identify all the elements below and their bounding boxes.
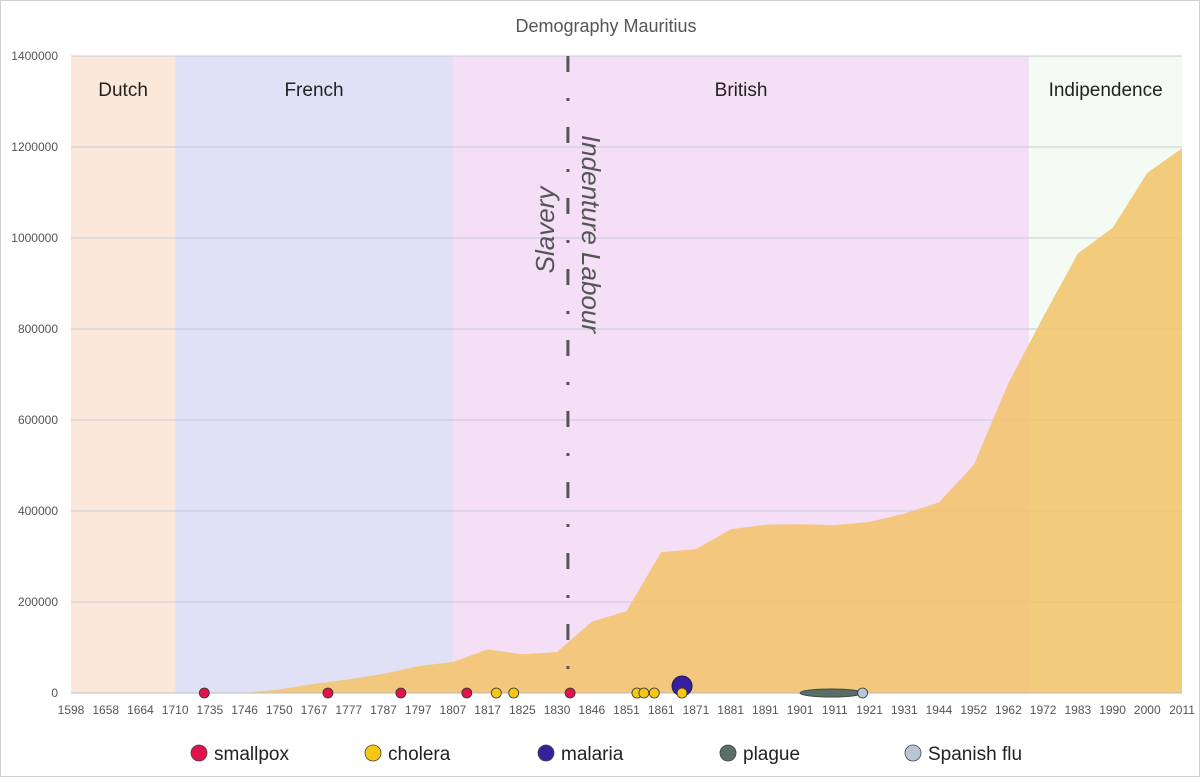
y-tick-label: 1200000: [11, 140, 58, 154]
x-tick-label: 1881: [717, 703, 744, 717]
epidemic-smallpox: [395, 687, 407, 699]
legend-spanish-flu-label: Spanish flu: [928, 744, 1022, 765]
x-tick-label: 2011: [1169, 703, 1195, 717]
x-tick-label: 1972: [1030, 703, 1057, 717]
x-tick-label: 1767: [301, 703, 328, 717]
population-area-shape: [71, 148, 1182, 694]
x-tick-label: 1807: [440, 703, 467, 717]
x-tick-label: 1962: [995, 703, 1022, 717]
x-tick-label: 1787: [370, 703, 397, 717]
epidemic-spanish-flu: [857, 687, 868, 699]
x-tick-label: 1891: [752, 703, 779, 717]
y-tick-label: 200000: [18, 595, 58, 609]
epidemic-cholera: [648, 687, 660, 699]
epidemic-markers: [198, 675, 868, 699]
era-band-french: [175, 56, 453, 693]
x-tick-label: 1797: [405, 703, 432, 717]
epidemic-cholera: [676, 687, 688, 699]
x-tick-label: 1921: [856, 703, 883, 717]
x-tick-label: 1817: [474, 703, 501, 717]
y-tick-label: 1000000: [11, 231, 58, 245]
x-tick-label: 1750: [266, 703, 293, 717]
x-tick-label: 1825: [509, 703, 536, 717]
x-tick-label: 1861: [648, 703, 675, 717]
era-band-dutch: [71, 56, 176, 693]
era-label-indipendence: Indipendence: [1049, 80, 1163, 101]
epidemic-smallpox: [322, 687, 334, 699]
epidemic-cholera: [490, 687, 502, 699]
legend-malaria-marker: [537, 744, 555, 762]
x-tick-label: 1746: [231, 703, 258, 717]
epidemic-smallpox: [461, 687, 473, 699]
x-tick-label: 1851: [613, 703, 640, 717]
epidemic-plague: [799, 688, 864, 698]
x-tick-label: 1830: [544, 703, 571, 717]
legend-plague-label: plague: [743, 744, 800, 765]
y-tick-label: 0: [51, 686, 58, 700]
legend: smallpox cholera malaria plague Spanish flu: [190, 744, 1022, 765]
x-tick-label: 1777: [335, 703, 362, 717]
era-label-french: French: [284, 80, 343, 101]
x-tick-label: 1664: [127, 703, 154, 717]
era-label-dutch: Dutch: [98, 80, 148, 101]
x-tick-label: 1710: [162, 703, 189, 717]
x-tick-label: 1871: [683, 703, 710, 717]
legend-smallpox-label: smallpox: [214, 744, 289, 765]
x-tick-label: 1901: [787, 703, 814, 717]
x-tick-label: 1911: [822, 703, 848, 717]
x-tick-label: 1990: [1099, 703, 1126, 717]
legend-plague-marker: [719, 744, 737, 762]
x-tick-label: 1931: [891, 703, 918, 717]
x-axis: 1598 1658 1664 1710 1735 1746 1750 1767 1777 1787…: [58, 703, 1196, 717]
x-tick-label: 1944: [926, 703, 953, 717]
y-tick-label: 800000: [18, 322, 58, 336]
x-tick-label: 1658: [92, 703, 119, 717]
x-tick-label: 1952: [960, 703, 987, 717]
divider-right-label: Indenture Labour: [576, 135, 606, 334]
population-area: [71, 148, 1182, 694]
y-tick-label: 1400000: [11, 49, 58, 63]
y-axis: 0 200000 400000 600000 800000 1000000 1200000 1…: [11, 49, 58, 700]
era-label-british: British: [715, 80, 768, 101]
legend-cholera-marker: [364, 744, 382, 762]
legend-cholera-label: cholera: [388, 744, 451, 765]
legend-spanish-flu-marker: [904, 744, 922, 762]
epidemic-smallpox: [198, 687, 210, 699]
x-tick-label: 1598: [58, 703, 85, 717]
epidemic-cholera: [638, 687, 650, 699]
epidemic-cholera: [508, 687, 520, 699]
x-tick-label: 1983: [1064, 703, 1091, 717]
legend-malaria-label: malaria: [561, 744, 624, 765]
epidemic-smallpox: [564, 687, 576, 699]
slavery-indenture-divider: Slavery Indenture Labour: [530, 56, 606, 683]
x-tick-label: 1846: [578, 703, 605, 717]
x-tick-label: 2000: [1134, 703, 1161, 717]
y-tick-label: 400000: [18, 504, 58, 518]
legend-smallpox-marker: [190, 744, 208, 762]
chart-title: Demography Mauritius: [515, 16, 696, 36]
y-tick-label: 600000: [18, 413, 58, 427]
divider-left-label: Slavery: [530, 185, 560, 274]
x-tick-label: 1735: [197, 703, 224, 717]
